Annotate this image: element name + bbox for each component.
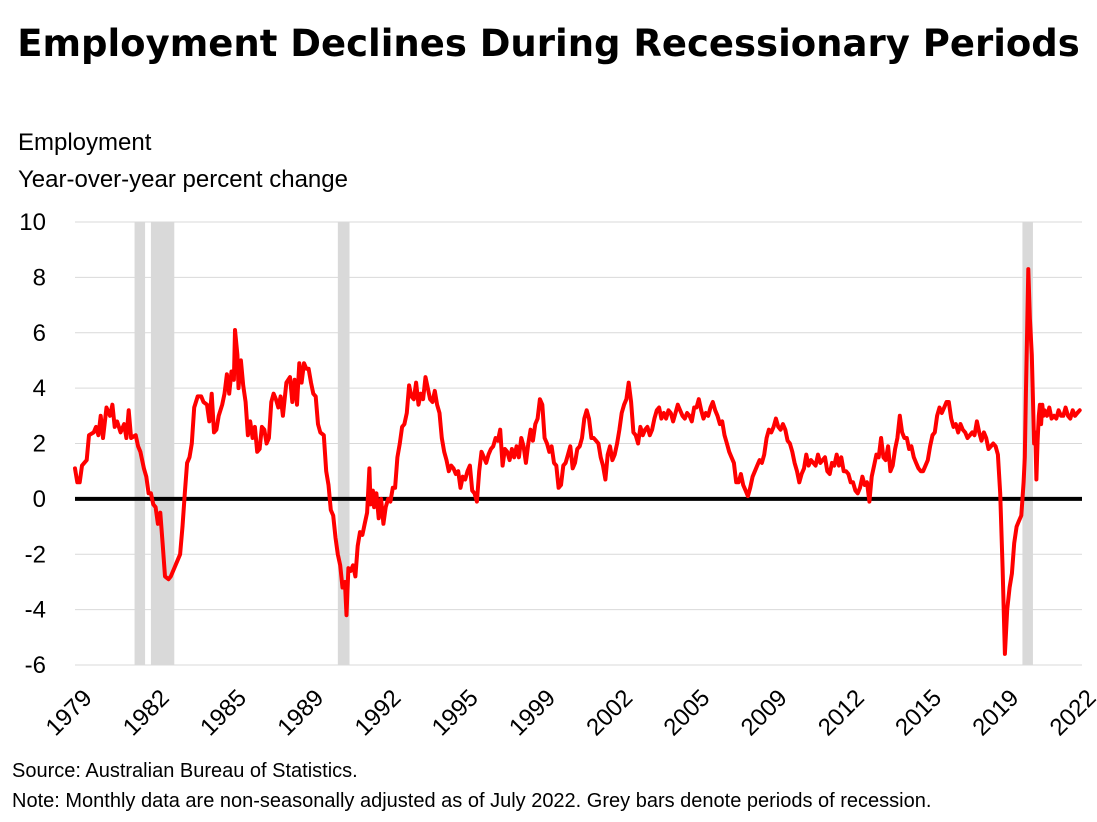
y-tick-label: -4	[25, 597, 46, 624]
y-tick-label: -6	[25, 652, 46, 679]
x-tick-label: 2019	[967, 684, 1024, 741]
y-tick-label: 6	[33, 320, 46, 347]
x-tick-label: 2002	[581, 684, 638, 741]
x-tick-labels: 1979 1982 1985 1989 1992 1995 1999 2002 2005 2009…	[41, 684, 1097, 741]
y-tick-label: 4	[33, 375, 46, 402]
x-tick-label: 2022	[1045, 684, 1097, 741]
y-tick-label: 2	[33, 431, 46, 458]
x-tick-label: 1995	[427, 684, 484, 741]
x-tick-label: 1982	[118, 684, 175, 741]
y-axis-label-line-1: Employment	[18, 129, 152, 156]
footnote: Note: Monthly data are non-seasonally ad…	[12, 790, 932, 812]
x-tick-label: 1999	[504, 684, 561, 741]
y-tick-label: 0	[33, 486, 46, 513]
x-tick-label: 2012	[813, 684, 870, 741]
y-tick-label: 8	[33, 264, 46, 291]
x-tick-label: 1979	[41, 684, 98, 741]
y-tick-label: 10	[19, 209, 46, 236]
x-tick-label: 1985	[195, 684, 252, 741]
source-note: Source: Australian Bureau of Statistics.	[12, 760, 358, 782]
x-tick-label: 1992	[350, 684, 407, 741]
y-tick-label: -2	[25, 541, 46, 568]
x-tick-label: 2009	[736, 684, 793, 741]
series-line	[73, 267, 1082, 656]
x-tick-label: 1989	[272, 684, 329, 741]
chart-title: Employment Declines During Recessionary …	[17, 22, 1080, 65]
y-tick-labels: 10 8 6 4 2 0 -2 -4 -6	[19, 209, 46, 679]
y-axis-label-line-2: Year-over-year percent change	[18, 166, 348, 193]
x-tick-label: 2005	[659, 684, 716, 741]
x-tick-label: 2015	[890, 684, 947, 741]
